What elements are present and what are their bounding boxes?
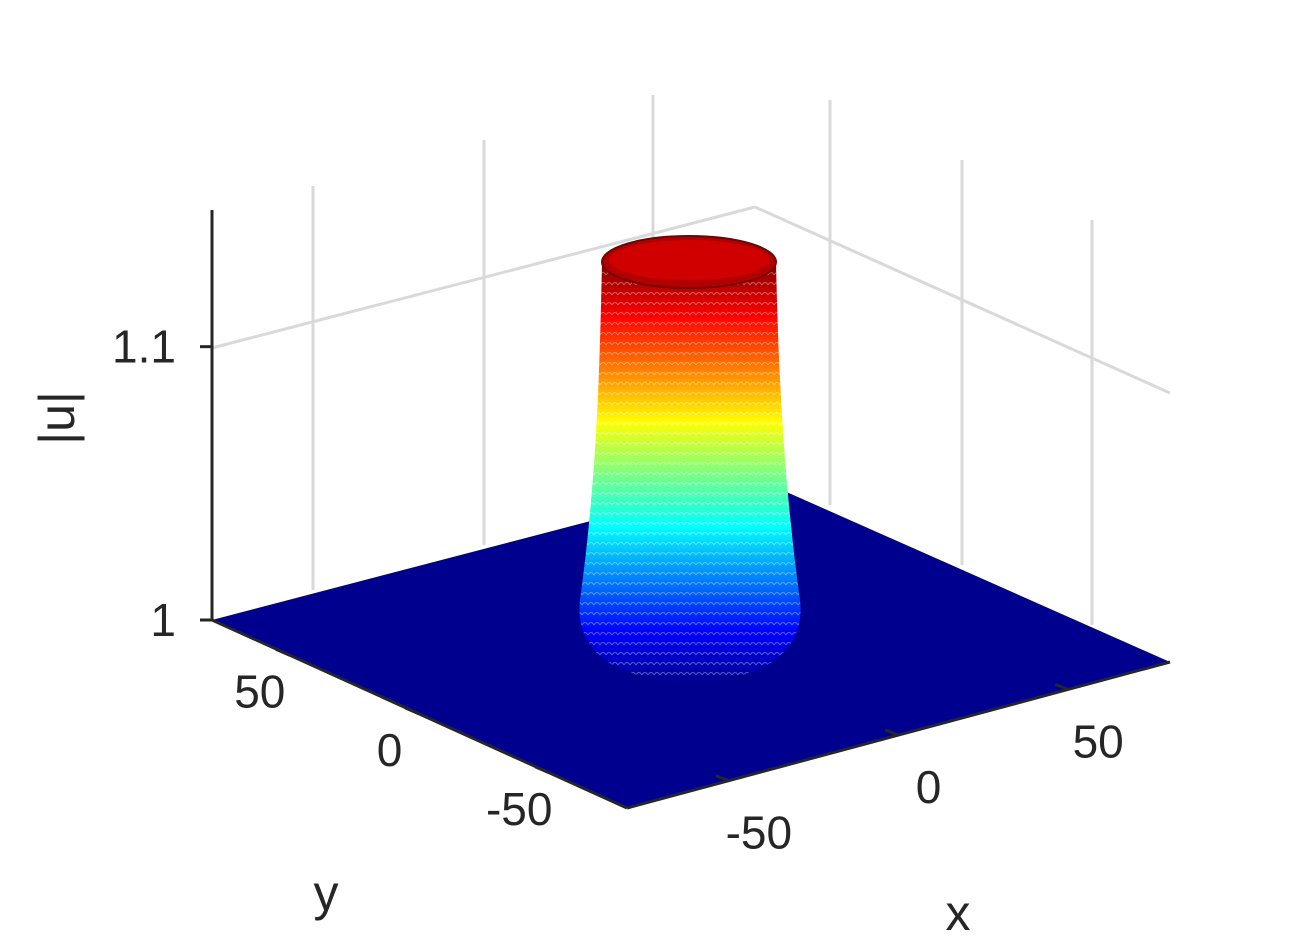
- y-tick-mark: [534, 765, 550, 775]
- grid-line: [754, 205, 1171, 395]
- z-ticks: 11.1: [112, 321, 212, 646]
- x-tick-mark: [1054, 682, 1069, 691]
- x-tick-mark: [715, 774, 730, 783]
- x-tick-mark: [884, 728, 900, 737]
- x-tick-label: 0: [916, 761, 942, 813]
- y-tick-mark: [404, 706, 421, 716]
- y-tick-label: -50: [486, 783, 552, 835]
- z-axis-label: |u|: [29, 391, 85, 445]
- y-axis-label: y: [314, 865, 339, 921]
- x-tick-label: -50: [726, 807, 792, 859]
- z-tick-label: 1: [150, 594, 176, 646]
- y-tick-label: 0: [377, 724, 403, 776]
- y-tick-label: 50: [234, 665, 285, 717]
- y-ticks: -50 0 50: [234, 647, 552, 835]
- x-ticks: -50 0 50: [715, 682, 1124, 859]
- z-tick-label: 1.1: [112, 321, 176, 373]
- x-axis-label: x: [946, 885, 971, 941]
- peak-column: [579, 235, 801, 682]
- y-tick-mark: [275, 647, 291, 657]
- x-tick-label: 50: [1073, 715, 1124, 767]
- grid-line: [211, 205, 756, 350]
- back-grid: [211, 95, 1171, 625]
